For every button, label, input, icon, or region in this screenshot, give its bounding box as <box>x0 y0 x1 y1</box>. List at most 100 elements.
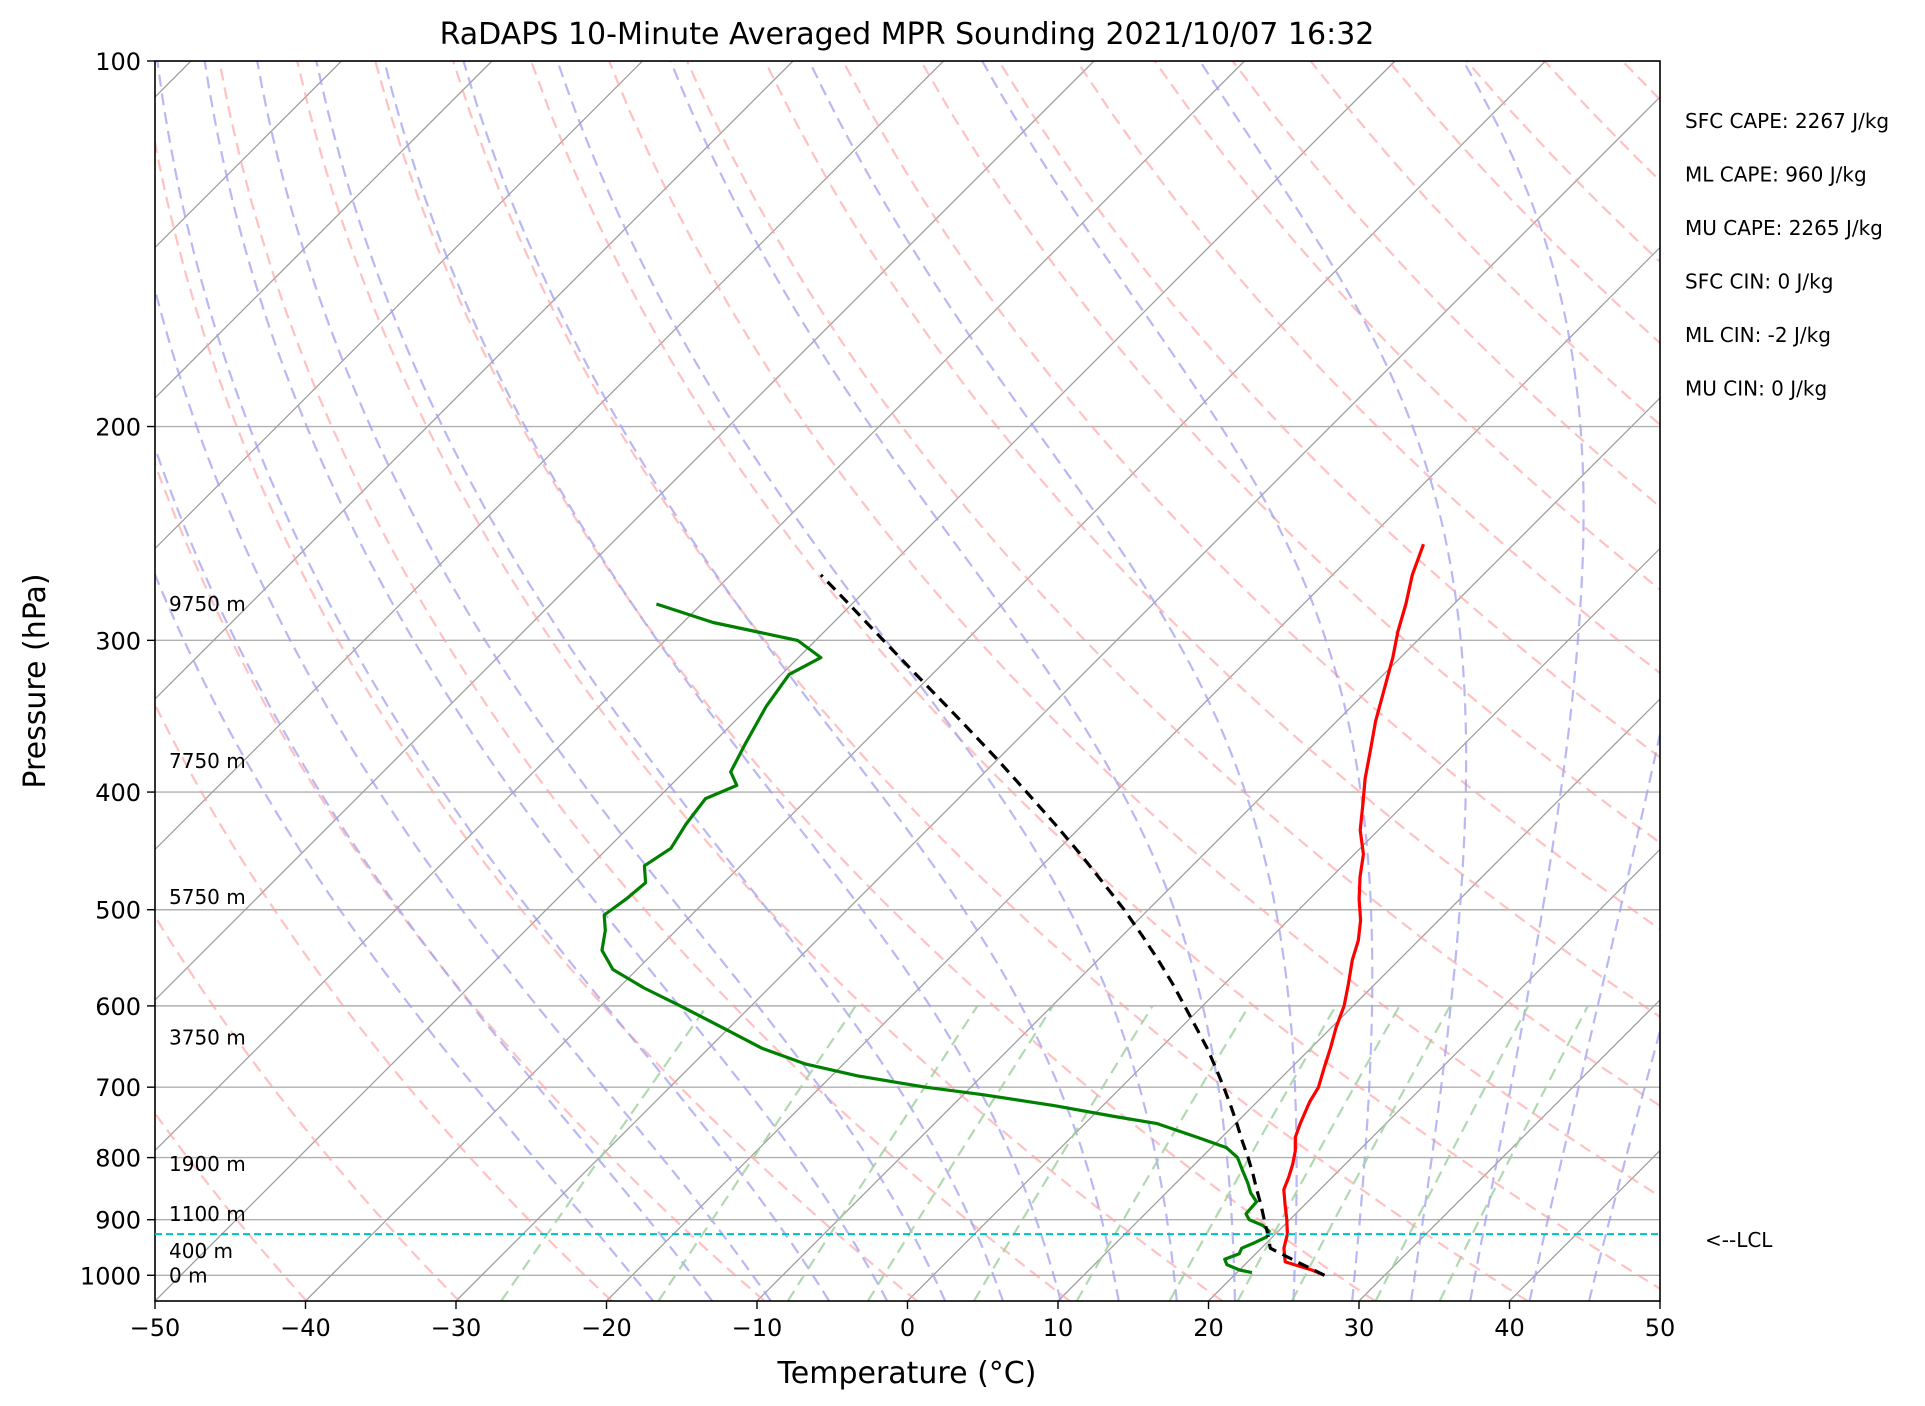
moist-adiabat <box>1198 61 1468 1301</box>
moist-adiabat <box>155 285 772 1301</box>
isotherm <box>1057 698 1660 1301</box>
x-tick-label: −10 <box>732 1314 783 1342</box>
height-label: 7750 m <box>169 749 246 773</box>
dry-adiabat <box>919 61 1660 845</box>
moist-adiabat <box>1462 61 1585 1301</box>
x-tick-label: −40 <box>280 1314 331 1342</box>
y-tick-label: 400 <box>95 779 141 807</box>
isotherm <box>155 61 944 851</box>
stability-indices: SFC CAPE: 2267 J/kg ML CAPE: 960 J/kg MU C… <box>1685 109 1889 401</box>
index-text: MU CIN: 0 J/kg <box>1685 377 1827 401</box>
moist-adiabat <box>808 61 1298 1301</box>
dry-adiabat <box>764 61 1660 1019</box>
moist-adiabat <box>203 61 889 1301</box>
index-text: ML CAPE: 960 J/kg <box>1685 163 1867 187</box>
y-axis: 100 200 300 400 500 600 700 800 900 1000 <box>80 48 155 1290</box>
moist-adiabat <box>156 61 831 1301</box>
x-tick-label: 30 <box>1344 1314 1375 1342</box>
moist-adiabat <box>256 61 947 1301</box>
height-label: 0 m <box>169 1263 208 1287</box>
height-label: 3750 m <box>169 1025 246 1049</box>
dry-adiabat <box>296 61 1224 1301</box>
y-tick-label: 800 <box>95 1145 141 1173</box>
dry-adiabat <box>155 136 918 1301</box>
isotherm <box>155 61 493 399</box>
isotherm <box>155 61 1245 1152</box>
x-tick-label: 40 <box>1494 1314 1525 1342</box>
x-tick-label: −50 <box>130 1314 181 1342</box>
index-text: ML CIN: -2 J/kg <box>1685 323 1831 347</box>
lcl-label: <--LCL <box>1705 1228 1773 1252</box>
y-axis-label: Pressure (hPa) <box>18 573 53 788</box>
isotherm <box>907 547 1660 1301</box>
mixing-ratio-line <box>973 1005 1154 1301</box>
moist-adiabat <box>383 61 1062 1301</box>
y-tick-label: 500 <box>95 897 141 925</box>
moist-adiabat <box>155 444 714 1301</box>
dry-adiabat <box>218 61 1071 1301</box>
moist-adiabat <box>315 61 1005 1301</box>
index-text: SFC CIN: 0 J/kg <box>1685 270 1833 294</box>
y-tick-label: 200 <box>95 414 141 442</box>
mixing-ratio-line <box>500 1005 708 1301</box>
mixing-ratio-line <box>786 1005 979 1301</box>
moist-adiabat <box>155 571 655 1301</box>
x-tick-label: 0 <box>900 1314 915 1342</box>
x-tick-label: −30 <box>431 1314 482 1342</box>
dry-adiabat <box>1075 61 1660 675</box>
y-tick-label: 1000 <box>80 1262 141 1290</box>
isotherm <box>756 397 1660 1301</box>
y-tick-label: 300 <box>95 627 141 655</box>
mixing-ratio-line <box>1374 1005 1530 1301</box>
background-lines <box>155 61 1660 1301</box>
x-tick-label: 10 <box>1043 1314 1074 1342</box>
moist-adiabat <box>981 61 1374 1301</box>
isotherm <box>155 61 1396 1301</box>
x-tick-label: 20 <box>1193 1314 1224 1342</box>
y-tick-label: 100 <box>95 48 141 76</box>
dry-adiabat <box>608 61 1660 1198</box>
dewpoint-line <box>600 602 1271 1275</box>
isotherm <box>606 246 1660 1301</box>
isotherm <box>155 61 794 700</box>
mixing-ratio-line <box>1236 1005 1401 1301</box>
isotherm <box>455 96 1660 1301</box>
y-tick-label: 900 <box>95 1207 141 1235</box>
moist-adiabat <box>669 61 1237 1301</box>
dry-adiabat <box>685 61 1660 1108</box>
moist-adiabat <box>1528 728 1660 1301</box>
parcel-line <box>819 573 1326 1277</box>
isotherm <box>155 61 1095 1001</box>
isotherm <box>305 61 1546 1301</box>
height-label: 1100 m <box>169 1202 246 1226</box>
mixing-ratio-line <box>1075 1005 1250 1301</box>
dry-adiabat <box>452 61 1529 1301</box>
height-label: 400 m <box>169 1239 233 1263</box>
isotherm <box>155 61 643 550</box>
moist-adiabat <box>462 61 1120 1301</box>
x-tick-label: 50 <box>1645 1314 1676 1342</box>
dry-adiabat <box>155 702 613 1301</box>
moist-adiabat <box>556 61 1178 1301</box>
index-text: MU CAPE: 2265 J/kg <box>1685 216 1883 240</box>
sounding-lines <box>600 543 1426 1277</box>
x-axis-label: Temperature (°C) <box>777 1356 1037 1391</box>
mixing-ratio-line <box>1290 1005 1452 1301</box>
mixing-ratio-line <box>1438 1005 1589 1301</box>
dry-adiabat <box>997 61 1660 759</box>
x-tick-label: −20 <box>581 1314 632 1342</box>
chart-title: RaDAPS 10-Minute Averaged MPR Sounding 2… <box>440 17 1375 52</box>
lcl-marker: <--LCL <box>155 1228 1773 1252</box>
height-label: 9750 m <box>169 592 246 616</box>
x-axis: −50 −40 −30 −20 −10 0 10 20 30 40 50 <box>130 1301 1676 1342</box>
isotherm <box>1358 999 1660 1301</box>
y-tick-label: 700 <box>95 1074 141 1102</box>
mixing-ratio-line <box>1168 1005 1337 1301</box>
index-text: SFC CAPE: 2267 J/kg <box>1685 109 1889 133</box>
height-label: 1900 m <box>169 1152 246 1176</box>
temperature-line <box>1282 543 1426 1277</box>
y-tick-label: 600 <box>95 993 141 1021</box>
dry-adiabat <box>530 61 1660 1290</box>
